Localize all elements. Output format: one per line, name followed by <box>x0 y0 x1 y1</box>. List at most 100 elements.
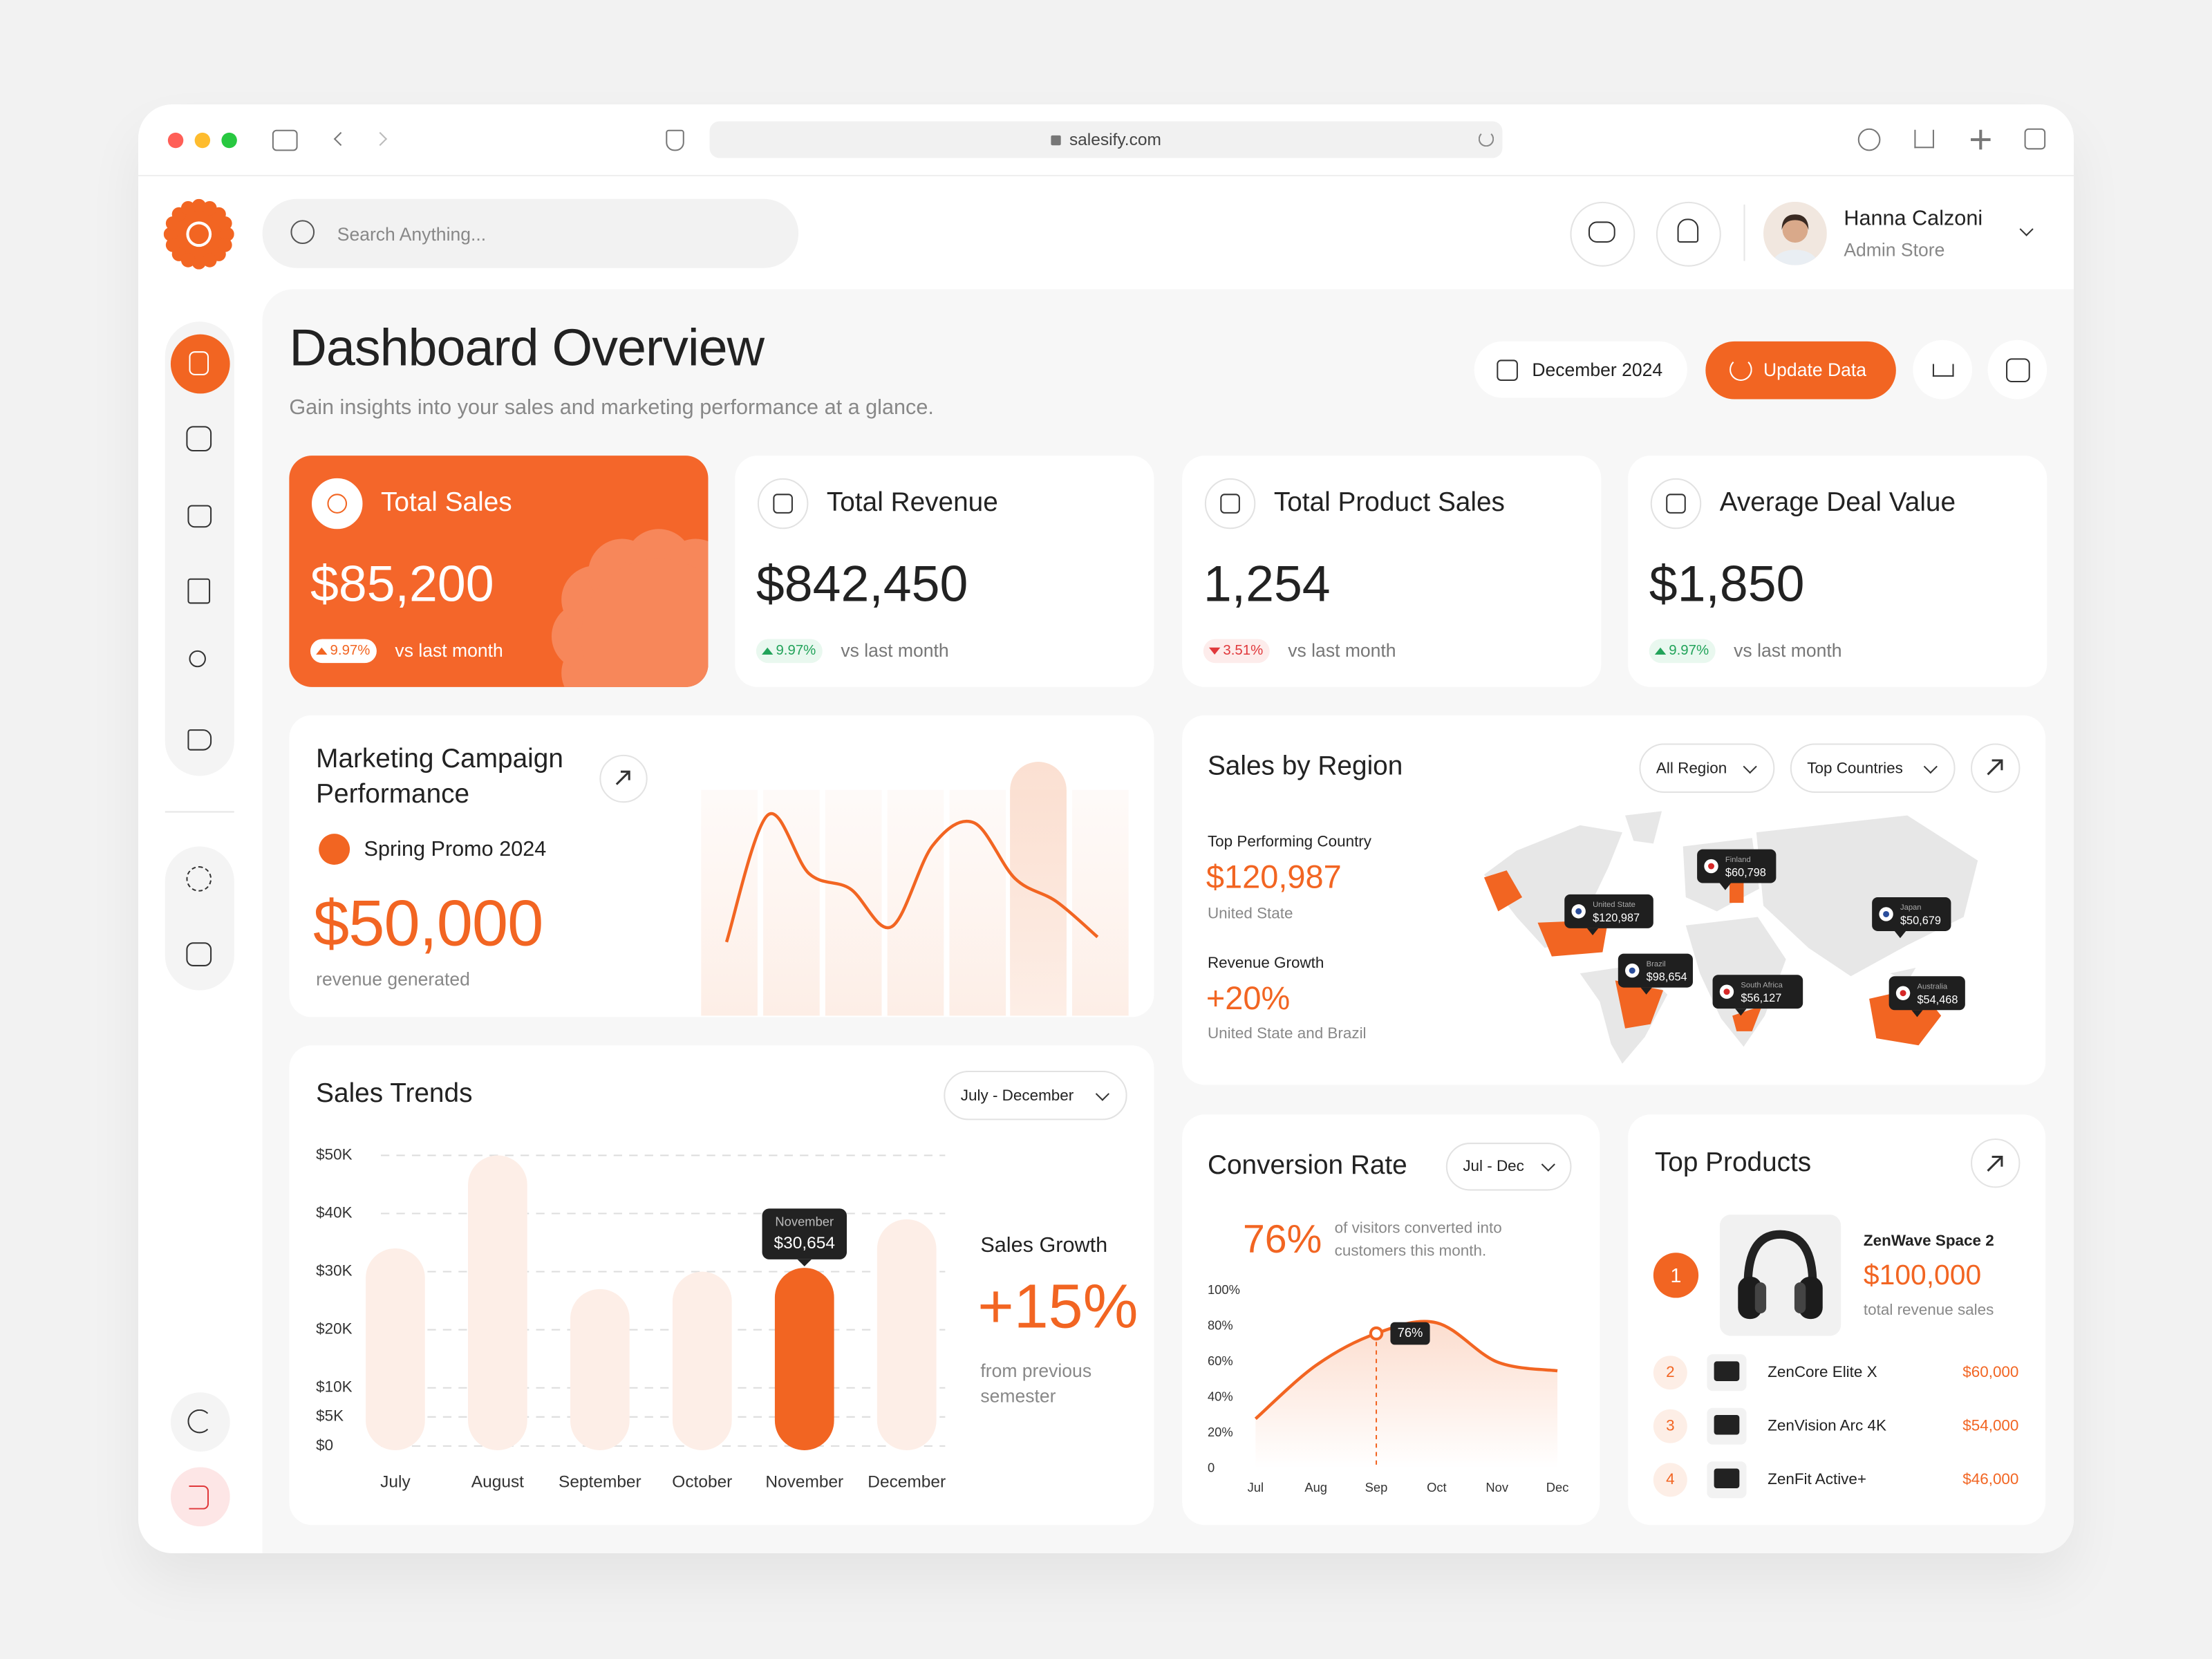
product-note: total revenue sales <box>1863 1302 1994 1320</box>
chevron <box>1923 760 1938 774</box>
search-placeholder: Search Anything... <box>337 223 487 245</box>
growth-title: Sales Growth <box>980 1233 1108 1258</box>
messages-icon <box>1588 221 1615 243</box>
region-open[interactable] <box>1971 743 2021 793</box>
sidebar-toggle[interactable] <box>272 129 298 151</box>
downloads-icon[interactable] <box>1857 128 1881 151</box>
sidebar-divider <box>165 811 234 813</box>
url: salesify.com <box>1069 129 1161 150</box>
filter-label: Top Countries <box>1807 759 1903 777</box>
conversion-range-select[interactable]: Jul - Dec <box>1445 1143 1572 1191</box>
nav-help[interactable] <box>186 942 212 966</box>
product-value: $54,000 <box>1962 1418 2019 1435</box>
kpi-change: 9.97% <box>756 639 823 664</box>
download-button[interactable] <box>1913 339 1973 400</box>
top-country-label: Top Performing Country <box>1207 834 1372 851</box>
kpi-card: Total Product Sales 1,254 3.51% vs last mon… <box>1182 456 1602 687</box>
kpi-title: Total Sales <box>381 488 512 518</box>
campaign-note: revenue generated <box>316 968 470 990</box>
rank-badge: 2 <box>1653 1356 1687 1390</box>
kpi-change-value: 9.97% <box>330 643 371 659</box>
conversion-note: of visitors converted into customers thi… <box>1334 1220 1502 1260</box>
kpi-value: 1,254 <box>1203 554 1331 612</box>
top-products-title: Top Products <box>1654 1148 1812 1179</box>
product-thumb-shape <box>1714 1414 1740 1435</box>
conversion-title: Conversion Rate <box>1207 1151 1407 1181</box>
top-country-value: $120,987 <box>1206 858 1342 895</box>
nav-analytics[interactable] <box>186 426 212 452</box>
rank-badge: 1 <box>1653 1253 1699 1298</box>
kpi-change: 9.97% <box>1649 639 1716 664</box>
logout-button[interactable] <box>170 1467 230 1527</box>
chevron <box>1743 760 1757 774</box>
update-label: Update Data <box>1763 359 1866 380</box>
kpi-value: $85,200 <box>310 554 494 612</box>
lock-icon <box>1051 135 1061 146</box>
kpi-change: 3.51% <box>1203 639 1271 664</box>
avatar[interactable] <box>1763 201 1827 265</box>
chevron <box>1541 1157 1555 1172</box>
growth-countries: United State and Brazil <box>1207 1025 1367 1043</box>
campaign-name: Spring Promo 2024 <box>364 837 547 861</box>
product-name: ZenFit Active+ <box>1768 1471 1867 1489</box>
logout-icon <box>189 1485 209 1510</box>
kpi-icon-glyph <box>773 494 793 514</box>
nav-settings[interactable] <box>186 866 212 892</box>
nav-dashboard[interactable] <box>170 334 230 394</box>
rank-badge: 3 <box>1653 1409 1687 1443</box>
kpi-title: Average Deal Value <box>1719 488 1956 518</box>
close-button[interactable] <box>167 132 184 149</box>
kpi-card: Total Revenue $842,450 9.97% vs last month <box>735 456 1154 687</box>
marketing-title: Marketing Campaign Performance <box>316 744 563 810</box>
kpi-icon-glyph <box>1220 494 1240 514</box>
region-filter[interactable]: All Region <box>1639 743 1775 793</box>
kpi-change-value: 3.51% <box>1223 643 1264 659</box>
product-thumb-shape <box>1714 1361 1740 1381</box>
sidebar-nav <box>165 321 234 776</box>
minimize-button[interactable] <box>194 132 211 149</box>
sales-range-select[interactable]: July - December <box>944 1070 1127 1121</box>
nav-shop[interactable] <box>187 505 212 528</box>
kpi-title: Total Product Sales <box>1273 488 1505 518</box>
kpi-title: Total Revenue <box>826 488 998 518</box>
reload-icon[interactable] <box>1478 131 1494 147</box>
sales-range: July - December <box>960 1087 1074 1104</box>
nav-marketing[interactable] <box>187 729 212 751</box>
region-growth-value: +20% <box>1206 980 1291 1017</box>
sales-trends-title: Sales Trends <box>316 1079 473 1109</box>
layout-icon <box>2006 358 2030 383</box>
marketing-open[interactable] <box>599 754 648 803</box>
country-filter[interactable]: Top Countries <box>1790 743 1956 793</box>
notifications-button[interactable] <box>1656 201 1721 267</box>
campaign-icon <box>319 834 350 865</box>
toolbar-divider <box>138 175 2074 177</box>
product-thumb-shape <box>1714 1468 1740 1489</box>
layout-button[interactable] <box>1987 339 2047 400</box>
kpi-icon <box>1650 478 1702 529</box>
card-decoration <box>551 529 709 687</box>
share-icon[interactable] <box>1914 129 1934 149</box>
kpi-card: Average Deal Value $1,850 9.97% vs last mon… <box>1628 456 2047 687</box>
new-tab-icon-stem <box>1979 129 1982 150</box>
product-name: ZenWave Space 2 <box>1863 1232 1994 1250</box>
arrow-up <box>316 647 328 655</box>
tabs-icon[interactable] <box>2024 128 2046 150</box>
messages-button[interactable] <box>1570 201 1635 267</box>
filter-label: All Region <box>1656 759 1727 777</box>
kpi-note: vs last month <box>1288 639 1396 662</box>
moon-icon <box>187 1409 212 1434</box>
kpi-icon <box>1204 478 1256 529</box>
nav-orders[interactable] <box>187 578 211 604</box>
update-icon <box>1730 358 1752 382</box>
address-bar[interactable] <box>709 121 1503 158</box>
products-open[interactable] <box>1971 1138 2021 1188</box>
product-name: ZenVision Arc 4K <box>1768 1418 1886 1435</box>
logo[interactable] <box>163 198 234 270</box>
zoom-button[interactable] <box>221 132 237 149</box>
date-picker[interactable] <box>1474 341 1687 398</box>
nav-customers[interactable] <box>189 650 206 668</box>
search-box[interactable] <box>262 198 799 268</box>
arrow-down <box>1208 647 1221 655</box>
kpi-icon-glyph <box>327 494 348 514</box>
